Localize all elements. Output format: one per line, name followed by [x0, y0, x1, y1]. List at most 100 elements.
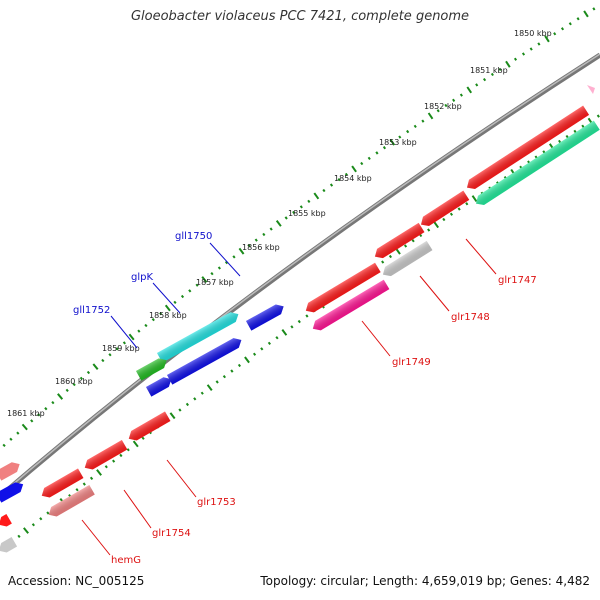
scale-tick-minor — [232, 255, 236, 259]
scale-tick-minor — [375, 151, 379, 155]
scale-tick-minor — [560, 27, 565, 31]
scale-tick-minor — [51, 400, 55, 405]
scale-tick-minor — [39, 517, 43, 521]
gene-forward-salmon-edge[interactable] — [0, 459, 22, 481]
scale-tick-minor — [159, 312, 163, 316]
scale-tick-minor — [193, 397, 197, 401]
label-gll1750[interactable]: gll1750 — [175, 231, 212, 242]
gene-glr1747[interactable] — [464, 105, 590, 193]
scale-tick-minor — [30, 419, 34, 423]
scale-tick-major — [275, 220, 282, 227]
scale-tick-minor — [592, 7, 596, 11]
scale-tick-major — [583, 10, 589, 18]
scale-label: 1855 kbp — [288, 209, 326, 218]
scale-tick-minor — [86, 370, 91, 375]
scale-label: 1859 kbp — [102, 344, 140, 353]
scale-tick-minor — [44, 407, 48, 411]
label-gll1752[interactable]: gll1752 — [73, 305, 110, 316]
gene-glr1748[interactable] — [380, 240, 433, 279]
scale-tick-minor — [254, 238, 258, 242]
leader-hemG — [81, 519, 111, 556]
scale-tick-minor — [252, 352, 257, 356]
scale-tick-minor — [292, 210, 296, 215]
scale-label: 1853 kbp — [379, 138, 417, 147]
scale-tick-minor — [262, 232, 266, 237]
scale-tick-minor — [329, 183, 334, 187]
scale-tick-minor — [89, 476, 94, 481]
scale-tick-minor — [307, 199, 311, 203]
scale-label: 1854 kbp — [334, 174, 372, 183]
gene-gll1752[interactable] — [136, 355, 169, 381]
scale-tick-minor — [411, 239, 415, 243]
gene-red-4[interactable] — [82, 440, 128, 473]
scale-tick-minor — [442, 217, 446, 222]
gene-glr1749[interactable] — [310, 279, 390, 334]
scale-tick-major — [92, 363, 99, 370]
label-glr1754[interactable]: glr1754 — [152, 528, 191, 539]
scale-label: 1856 kbp — [242, 243, 280, 252]
scale-tick-minor — [297, 319, 301, 324]
label-hemG[interactable]: hemG — [111, 555, 141, 566]
scale-tick-major — [281, 329, 288, 336]
gene-forward-blue-small[interactable] — [146, 374, 174, 397]
scale-label: 1850 kbp — [514, 29, 552, 38]
scale-tick-minor — [388, 254, 393, 259]
scale-tick-major — [23, 527, 29, 534]
gene-forward-blue[interactable] — [167, 335, 244, 385]
gene-red-3[interactable] — [303, 262, 381, 316]
scale-tick-minor — [210, 271, 214, 276]
leader-glpK — [152, 282, 181, 314]
scale-tick-minor — [17, 534, 21, 539]
gene-glr1754[interactable] — [46, 485, 95, 520]
gene-red-2[interactable] — [372, 222, 425, 261]
gene-glpK[interactable] — [157, 309, 241, 363]
label-glr1753[interactable]: glr1753 — [197, 497, 236, 508]
gene-gray-edge[interactable] — [0, 537, 18, 556]
scale-tick-minor — [141, 436, 145, 440]
scale-tick-minor — [72, 382, 76, 387]
scale-tick-minor — [367, 156, 371, 160]
label-glpK[interactable]: glpK — [131, 272, 153, 283]
scale-tick-minor — [275, 336, 279, 340]
leader-glr1749 — [361, 320, 391, 357]
gene-glr1753[interactable] — [126, 411, 171, 444]
leader-glr1747 — [465, 238, 497, 275]
scale-tick-minor — [82, 482, 86, 486]
gene-red-1[interactable] — [418, 190, 470, 230]
scale-tick-minor — [581, 124, 585, 128]
scale-tick-minor — [267, 341, 271, 346]
label-glr1749[interactable]: glr1749 — [392, 357, 431, 368]
gene-gll1750[interactable] — [246, 302, 286, 331]
scale-tick-minor — [421, 119, 425, 123]
scale-tick-major — [313, 192, 320, 200]
scale-tick-minor — [290, 325, 294, 329]
gene-pink-edge[interactable] — [587, 85, 595, 94]
leader-glr1754 — [123, 489, 152, 529]
forward-genes — [0, 302, 286, 503]
scale-tick-minor — [360, 161, 364, 166]
label-glr1748[interactable]: glr1748 — [451, 312, 490, 323]
scale-tick-minor — [16, 431, 20, 435]
gene-red-edge[interactable] — [0, 514, 12, 530]
scale-tick-major — [466, 86, 473, 94]
scale-tick-major — [201, 276, 208, 283]
gene-forward-blue-edge[interactable] — [0, 479, 26, 503]
scale-tick-minor — [284, 216, 288, 220]
scale-tick-minor — [449, 212, 454, 216]
gene-red-5[interactable] — [39, 468, 84, 501]
scale-tick-minor — [65, 388, 69, 393]
label-glr1747[interactable]: glr1747 — [498, 275, 537, 286]
scale-tick-minor — [537, 42, 541, 46]
scale-tick-minor — [427, 228, 431, 232]
scale-tick-minor — [260, 347, 264, 351]
scale-tick-minor — [188, 289, 192, 293]
scale-tick-major — [128, 333, 135, 341]
scale-tick-minor — [230, 369, 234, 373]
gene-glr1747-mint[interactable] — [473, 120, 600, 209]
scale-tick-minor — [195, 283, 199, 287]
scale-tick-minor — [529, 47, 533, 51]
scale-tick-minor — [119, 453, 123, 458]
scale-tick-major — [164, 304, 171, 312]
